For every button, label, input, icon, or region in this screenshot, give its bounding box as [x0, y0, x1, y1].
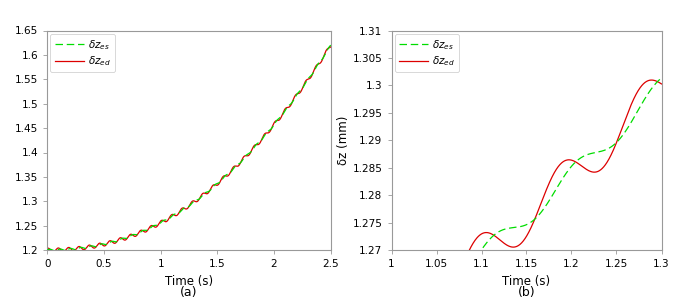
- $\delta z_{es}$: [43, 248, 51, 252]
- $\delta z_{ed}$: [647, 78, 655, 82]
- $\delta z_{es}$: [51, 249, 59, 253]
- $\delta z_{ed}$: [503, 243, 511, 247]
- $\delta z_{es}$: [434, 293, 442, 297]
- $\delta z_{ed}$: [223, 174, 232, 178]
- $\delta z_{ed}$: [652, 79, 660, 83]
- $\delta z_{ed}$: [269, 124, 277, 128]
- $\delta z_{es}$: [623, 127, 631, 131]
- Text: (a): (a): [180, 286, 198, 299]
- Line: $\delta z_{ed}$: $\delta z_{ed}$: [47, 47, 331, 252]
- $\delta z_{es}$: [253, 142, 261, 145]
- $\delta z_{ed}$: [623, 113, 631, 116]
- $\delta z_{es}$: [211, 183, 219, 186]
- $\delta z_{ed}$: [211, 183, 219, 187]
- Legend: $\delta z_{es}$, $\delta z_{ed}$: $\delta z_{es}$, $\delta z_{ed}$: [51, 34, 115, 72]
- $\delta z_{es}$: [418, 295, 427, 299]
- $\delta z_{es}$: [327, 43, 335, 47]
- $\delta z_{es}$: [652, 81, 660, 85]
- $\delta z_{es}$: [57, 247, 65, 251]
- $\delta z_{es}$: [269, 125, 277, 129]
- $\delta z_{ed}$: [491, 234, 500, 238]
- Line: $\delta z_{es}$: $\delta z_{es}$: [392, 78, 662, 305]
- $\delta z_{ed}$: [657, 82, 666, 86]
- X-axis label: Time (s): Time (s): [502, 275, 551, 288]
- $\delta z_{es}$: [657, 76, 666, 80]
- $\delta z_{es}$: [491, 232, 499, 236]
- Legend: $\delta z_{es}$, $\delta z_{ed}$: $\delta z_{es}$, $\delta z_{ed}$: [395, 34, 459, 72]
- Line: $\delta z_{ed}$: $\delta z_{ed}$: [392, 80, 662, 305]
- Text: (b): (b): [518, 286, 535, 299]
- $\delta z_{ed}$: [57, 249, 65, 252]
- $\delta z_{ed}$: [146, 225, 154, 228]
- $\delta z_{es}$: [503, 227, 511, 231]
- $\delta z_{ed}$: [43, 246, 51, 250]
- $\delta z_{es}$: [146, 227, 154, 230]
- $\delta z_{es}$: [223, 173, 232, 176]
- $\delta z_{ed}$: [253, 143, 261, 147]
- Y-axis label: δz (mm): δz (mm): [337, 116, 350, 165]
- $\delta z_{ed}$: [327, 45, 335, 49]
- Line: $\delta z_{es}$: $\delta z_{es}$: [47, 45, 331, 251]
- X-axis label: Time (s): Time (s): [165, 275, 213, 288]
- $\delta z_{ed}$: [49, 250, 57, 254]
